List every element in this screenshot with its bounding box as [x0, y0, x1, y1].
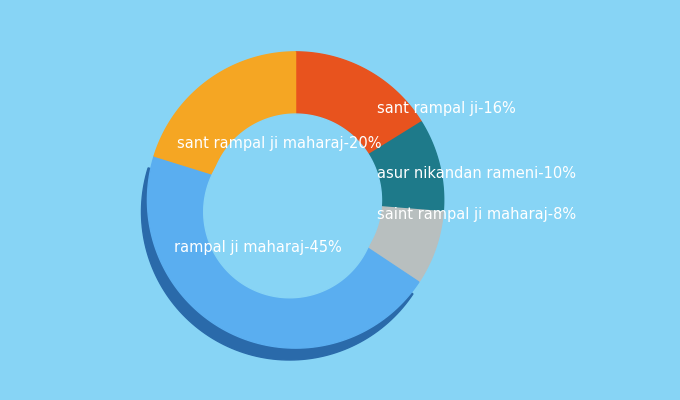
Text: sant rampal ji-16%: sant rampal ji-16% — [377, 101, 516, 116]
Text: asur nikandan rameni-10%: asur nikandan rameni-10% — [377, 166, 576, 181]
Text: saint rampal ji maharaj-8%: saint rampal ji maharaj-8% — [377, 207, 576, 222]
Polygon shape — [209, 114, 381, 286]
Polygon shape — [296, 52, 422, 155]
Polygon shape — [367, 207, 443, 282]
Text: rampal ji maharaj-45%: rampal ji maharaj-45% — [174, 240, 342, 255]
Polygon shape — [204, 126, 375, 298]
Text: sant rampal ji maharaj-20%: sant rampal ji maharaj-20% — [177, 136, 381, 151]
Polygon shape — [148, 156, 419, 348]
Polygon shape — [369, 122, 444, 212]
Polygon shape — [154, 52, 296, 174]
Polygon shape — [141, 168, 413, 360]
